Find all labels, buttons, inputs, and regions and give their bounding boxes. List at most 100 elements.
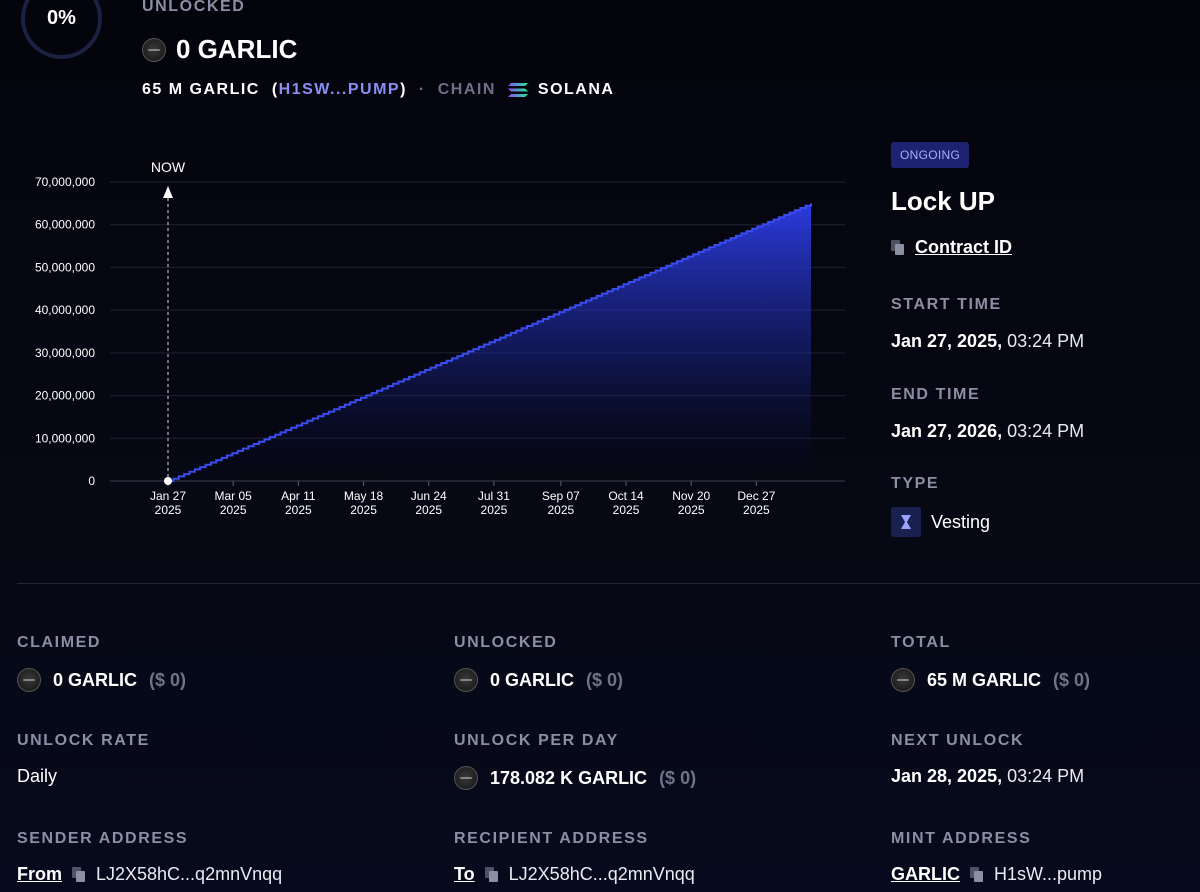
type-label: TYPE (891, 475, 940, 492)
x-tick-year: 2025 (678, 503, 705, 517)
y-tick-label: 70,000,000 (35, 175, 95, 189)
next-unlock-value: Jan 28, 2025, 03:24 PM (891, 766, 1084, 787)
x-tick-label: May 18 (344, 489, 384, 503)
x-tick-label: Mar 05 (215, 489, 253, 503)
x-tick-year: 2025 (220, 503, 247, 517)
copy-icon[interactable] (484, 867, 499, 882)
total-stat: TOTAL 65 M GARLIC ($ 0) (891, 634, 1090, 692)
unlocked-amount-row: 0 GARLIC ($ 0) (454, 668, 623, 692)
claimed-usd: ($ 0) (149, 669, 187, 690)
garlic-token-icon (17, 668, 41, 692)
total-amount-row: 65 M GARLIC ($ 0) (891, 668, 1090, 692)
unlocked-amount: 0 GARLIC (142, 34, 297, 65)
x-tick-label: Oct 14 (608, 489, 644, 503)
recipient-address-row: To LJ2X58hC...q2mnVnqq (454, 864, 695, 885)
start-time: 03:24 PM (1002, 331, 1085, 351)
x-tick-year: 2025 (350, 503, 377, 517)
paren-close: ) (400, 81, 407, 98)
next-unlock-date: Jan 28, 2025, (891, 766, 1003, 786)
unlocked-stat-label: UNLOCKED (454, 634, 558, 651)
claimed-amount-row: 0 GARLIC ($ 0) (17, 668, 186, 692)
sender-address-row: From LJ2X58hC...q2mnVnqq (17, 864, 282, 885)
garlic-token-icon (891, 668, 915, 692)
progress-ring: 0% (21, 0, 102, 59)
x-tick-label: Sep 07 (542, 489, 580, 503)
unlocked-amount-value: 0 GARLIC (176, 34, 298, 64)
unlock-per-day-label: UNLOCK PER DAY (454, 732, 619, 749)
end-time: 03:24 PM (1002, 421, 1085, 441)
end-date: Jan 27, 2026, (891, 421, 1003, 441)
end-time-value: Jan 27, 2026, 03:24 PM (891, 421, 1084, 442)
next-unlock-time: 03:24 PM (1002, 766, 1085, 786)
token-address-link[interactable]: H1SW...PUMP (278, 81, 401, 98)
sender-address-stat: SENDER ADDRESS From LJ2X58hC...q2mnVnqq (17, 830, 282, 885)
unlock-rate-value: Daily (17, 766, 58, 786)
mint-token-link[interactable]: GARLIC (891, 864, 960, 884)
mint-address-value: H1sW...pump (994, 864, 1103, 884)
lock-title: Lock UP (891, 186, 996, 216)
now-label: NOW (151, 159, 186, 175)
series-line (168, 203, 812, 482)
unlock-per-day-usd: ($ 0) (659, 767, 697, 788)
paren-open: ( (271, 81, 279, 98)
claimed-label: CLAIMED (17, 634, 102, 651)
y-tick-label: 20,000,000 (35, 389, 95, 403)
unlock-chart-svg: 0 10,000,000 20,000,000 30,000,000 40,000,00… (35, 159, 845, 517)
type-value: Vesting (931, 511, 991, 532)
next-unlock-stat: NEXT UNLOCK Jan 28, 2025, 03:24 PM (891, 732, 1084, 787)
x-tick-label: Jul 31 (478, 489, 510, 503)
token-info-line: 65 M GARLIC ( H1SW...PUMP ) · CHAIN SOLA… (142, 81, 614, 99)
copy-icon[interactable] (891, 240, 905, 255)
contract-id-label[interactable]: Contract ID (915, 237, 1013, 257)
mint-address-label: MINT ADDRESS (891, 830, 1032, 847)
x-tick-year: 2025 (155, 503, 182, 517)
start-point (164, 477, 172, 485)
unlock-per-day-stat: UNLOCK PER DAY 178.082 K GARLIC ($ 0) (454, 732, 696, 790)
status-badge: ONGOING (891, 142, 970, 168)
total-supply-text: 65 M GARLIC (142, 81, 260, 98)
unlock-rate-label: UNLOCK RATE (17, 732, 150, 749)
progress-percent: 0% (47, 7, 76, 29)
x-tick-year: 2025 (743, 503, 770, 517)
unlock-rate-stat: UNLOCK RATE Daily (17, 732, 150, 787)
recipient-to-link[interactable]: To (454, 864, 475, 884)
unlocked-usd: ($ 0) (586, 669, 624, 690)
claimed-amount: 0 GARLIC (53, 669, 138, 690)
mint-address-row: GARLIC H1sW...pump (891, 864, 1102, 885)
unlock-per-day-amount: 178.082 K GARLIC (490, 767, 648, 788)
type-value-row: Vesting (891, 507, 990, 537)
y-tick-label: 10,000,000 (35, 431, 95, 445)
garlic-token-icon (454, 668, 478, 692)
x-tick-label: Nov 20 (672, 489, 710, 503)
sender-address-value: LJ2X58hC...q2mnVnqq (96, 864, 283, 884)
chain-label: CHAIN (437, 81, 496, 98)
solana-icon (507, 83, 528, 97)
start-time-label: START TIME (891, 296, 1002, 313)
claimed-stat: CLAIMED 0 GARLIC ($ 0) (17, 634, 186, 692)
x-tick-label: Jun 24 (411, 489, 447, 503)
total-label: TOTAL (891, 634, 951, 651)
copy-icon[interactable] (970, 867, 984, 882)
copy-icon[interactable] (72, 867, 86, 882)
y-tick-label: 60,000,000 (35, 218, 95, 232)
y-tick-label: 40,000,000 (35, 303, 95, 317)
unlocked-stat-amount: 0 GARLIC (490, 669, 575, 690)
garlic-token-icon (454, 766, 478, 790)
recipient-address-value: LJ2X58hC...q2mnVnqq (508, 864, 695, 884)
unlock-per-day-row: 178.082 K GARLIC ($ 0) (454, 766, 696, 790)
hourglass-icon (891, 507, 921, 537)
x-tick-label: Dec 27 (737, 489, 775, 503)
x-tick-label: Apr 11 (281, 489, 316, 503)
y-tick-label: 50,000,000 (35, 260, 95, 274)
total-amount: 65 M GARLIC (927, 669, 1042, 690)
x-tick-year: 2025 (285, 503, 312, 517)
y-tick-label: 30,000,000 (35, 346, 95, 360)
unlock-chart: 0 10,000,000 20,000,000 30,000,000 40,000,00… (0, 150, 860, 530)
chain-name: SOLANA (537, 81, 615, 98)
x-tick-label: Jan 27 (150, 489, 186, 503)
x-tick-year: 2025 (415, 503, 442, 517)
separator-dot: · (418, 81, 426, 98)
unlocked-label: UNLOCKED (142, 0, 246, 15)
sender-from-link[interactable]: From (17, 864, 62, 884)
contract-id-link[interactable]: Contract ID (891, 237, 1012, 258)
